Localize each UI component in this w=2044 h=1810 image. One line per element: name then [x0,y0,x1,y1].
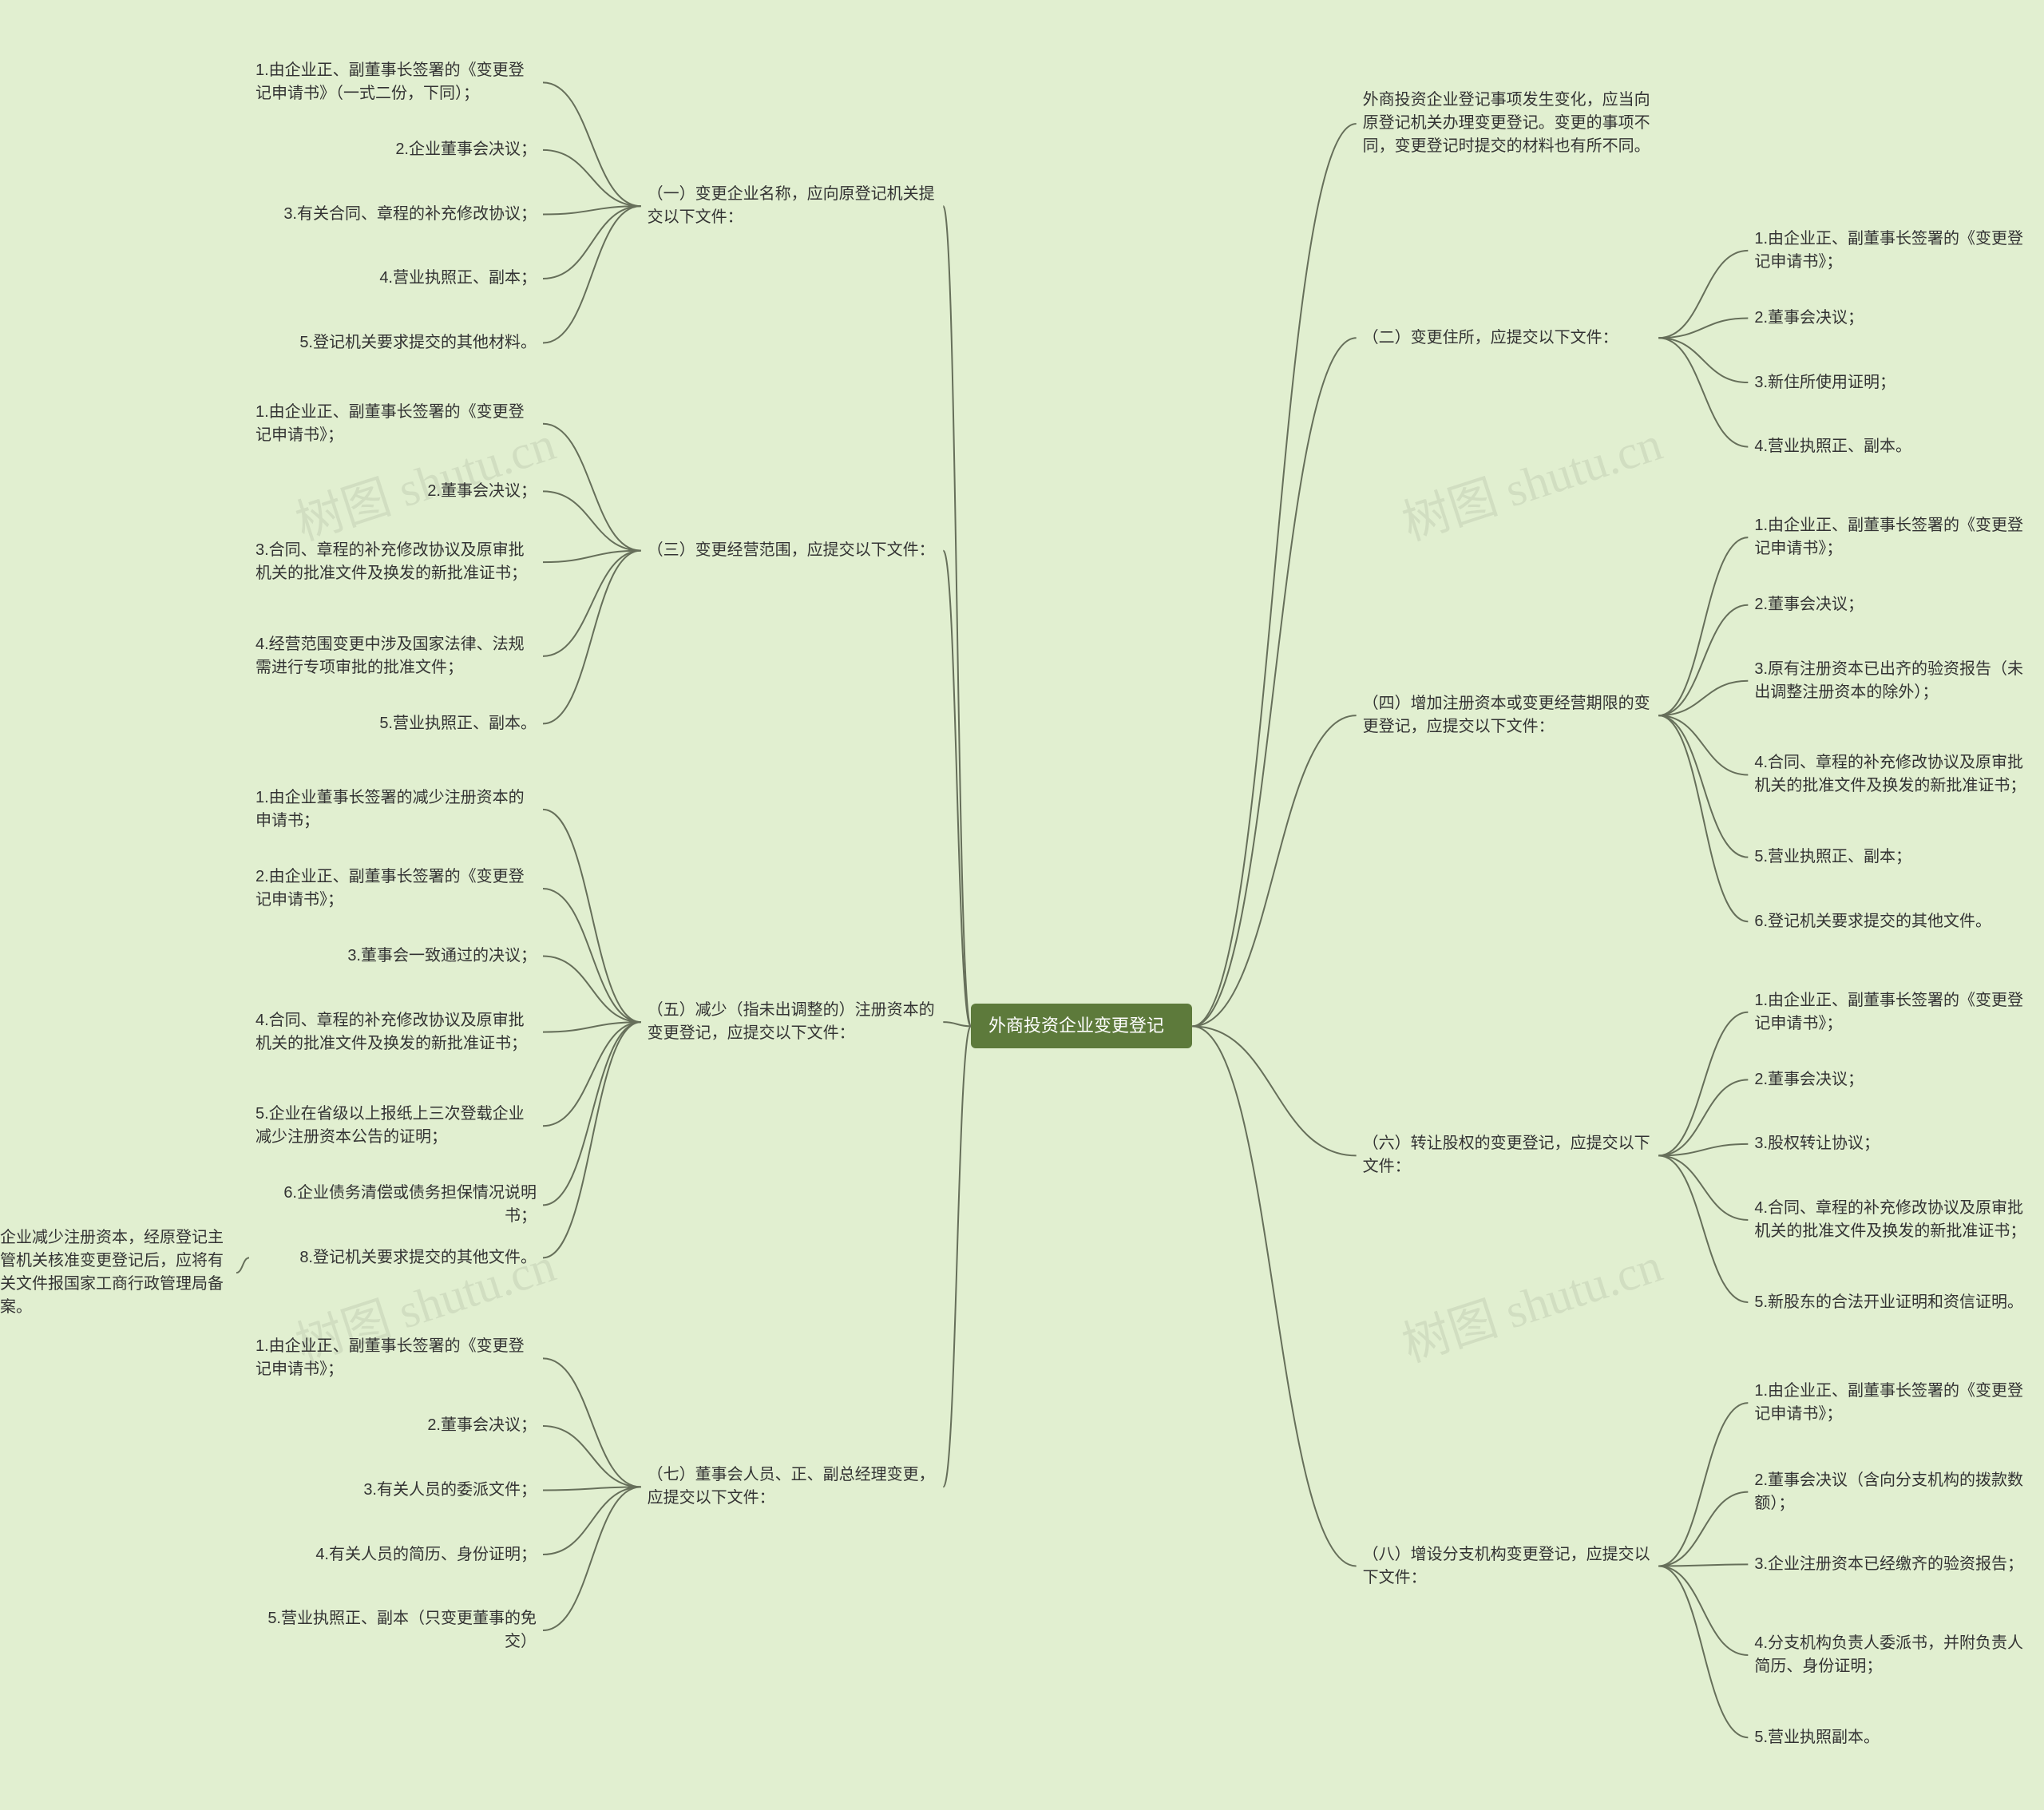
text-node: 1.由企业正、副董事长签署的《变更登记申请书》（一式二份，下同）； [256,59,537,105]
text-node: 1.由企业正、副董事长签署的《变更登记申请书》； [256,1335,537,1381]
text-node: （八）增设分支机构变更登记，应提交以下文件： [1363,1543,1653,1590]
text-node: 4.分支机构负责人委派书，并附负责人简历、身份证明； [1754,1632,2035,1678]
text-node: 2.董事会决议； [1754,1068,2035,1091]
text-node: 2.董事会决议； [256,480,537,503]
text-node: 外商投资企业登记事项发生变化，应当向原登记机关办理变更登记。变更的事项不同，变更… [1363,89,1653,158]
text-node: 1.由企业正、副董事长签署的《变更登记申请书》； [1754,514,2035,560]
text-node: 4.合同、章程的补充修改协议及原审批机关的批准文件及换发的新批准证书； [1754,751,2035,798]
text-node: （五）减少（指未出调整的）注册资本的变更登记，应提交以下文件： [648,999,937,1045]
watermark: 树图 shutu.cn [1392,406,1670,555]
text-node: 3.新住所使用证明； [1754,371,2035,394]
text-node: 2.企业董事会决议； [256,138,537,161]
text-node: （六）转让股权的变更登记，应提交以下文件： [1363,1132,1653,1178]
text-node: 4.合同、章程的补充修改协议及原审批机关的批准文件及换发的新批准证书； [256,1009,537,1056]
text-node: 4.营业执照正、副本； [256,267,537,290]
text-node: 2.董事会决议（含向分支机构的拨款数额）； [1754,1469,2035,1515]
text-node: 4.合同、章程的补充修改协议及原审批机关的批准文件及换发的新批准证书； [1754,1197,2035,1243]
text-node: 1.由企业董事长签署的减少注册资本的申请书； [256,786,537,833]
text-node: （七）董事会人员、正、副总经理变更，应提交以下文件： [648,1463,937,1510]
text-node: （一）变更企业名称，应向原登记机关提交以下文件： [648,183,937,229]
text-node: （二）变更住所，应提交以下文件： [1363,327,1653,350]
text-node: 5.营业执照正、副本（只变更董事的免交） [256,1607,537,1654]
text-node: 1.由企业正、副董事长签署的《变更登记申请书》； [256,401,537,447]
text-node: 5.企业在省级以上报纸上三次登载企业减少注册资本公告的证明； [256,1103,537,1149]
text-node: 2.董事会决议； [1754,593,2035,616]
text-node: 5.营业执照正、副本； [1754,846,2035,869]
text-node: 1.由企业正、副董事长签署的《变更登记申请书》； [1754,989,2035,1036]
text-node: 5.营业执照正、副本。 [256,712,537,735]
text-node: 3.企业注册资本已经缴齐的验资报告； [1754,1553,2035,1576]
text-node: （三）变更经营范围，应提交以下文件： [648,539,937,562]
text-node: 3.股权转让协议； [1754,1132,2035,1155]
text-node: 3.有关合同、章程的补充修改协议； [256,203,537,226]
text-node: 2.由企业正、副董事长签署的《变更登记申请书》； [256,865,537,912]
text-node: 3.合同、章程的补充修改协议及原审批机关的批准文件及换发的新批准证书； [256,539,537,585]
text-node: （四）增加注册资本或变更经营期限的变更登记，应提交以下文件： [1363,692,1653,739]
text-node: 4.有关人员的简历、身份证明； [256,1543,537,1566]
text-node: 5.新股东的合法开业证明和资信证明。 [1754,1291,2035,1314]
text-node: 企业减少注册资本，经原登记主管机关核准变更登记后，应将有关文件报国家工商行政管理… [0,1226,230,1319]
text-node: 1.由企业正、副董事长签署的《变更登记申请书》； [1754,1380,2035,1426]
text-node: 1.由企业正、副董事长签署的《变更登记申请书》； [1754,228,2035,274]
text-node: 6.企业债务清偿或债务担保情况说明书； [256,1182,537,1228]
text-node: 2.董事会决议； [1754,307,2035,330]
text-node: 4.经营范围变更中涉及国家法律、法规需进行专项审批的批准文件； [256,633,537,679]
text-node: 5.登记机关要求提交的其他材料。 [256,331,537,354]
text-node: 4.营业执照正、副本。 [1754,435,2035,458]
text-node: 3.原有注册资本已出齐的验资报告（未出调整注册资本的除外）； [1754,658,2035,704]
root-node: 外商投资企业变更登记 [971,1004,1192,1048]
watermark: 树图 shutu.cn [1392,1226,1670,1376]
text-node: 5.营业执照副本。 [1754,1726,2035,1749]
text-node: 2.董事会决议； [256,1414,537,1437]
text-node: 3.有关人员的委派文件； [256,1479,537,1502]
text-node: 8.登记机关要求提交的其他文件。 [256,1246,537,1269]
text-node: 6.登记机关要求提交的其他文件。 [1754,910,2035,933]
text-node: 3.董事会一致通过的决议； [256,945,537,968]
mindmap-canvas: 外商投资企业变更登记 外商投资企业登记事项发生变化，应当向原登记机关办理变更登记。… [0,0,2044,1810]
